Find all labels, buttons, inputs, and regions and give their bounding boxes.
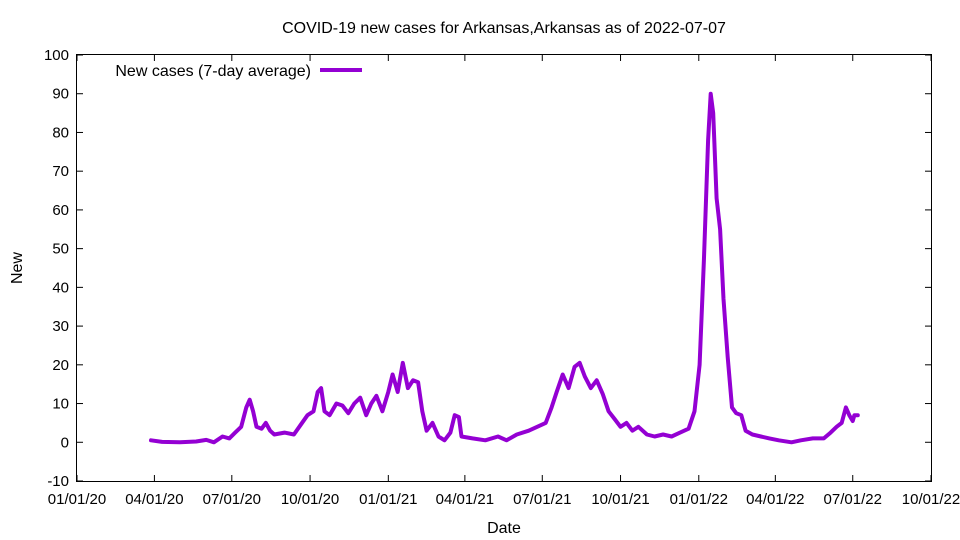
- y-tick-label: 0: [61, 434, 69, 451]
- x-tick-label: 10/01/20: [281, 491, 339, 508]
- x-tick-label: 07/01/21: [513, 491, 571, 508]
- x-tick-label: 07/01/22: [824, 491, 882, 508]
- legend: New cases (7-day average): [115, 63, 362, 80]
- y-tick-label: 20: [52, 357, 69, 374]
- x-axis-label: Date: [487, 520, 521, 537]
- chart-title: COVID-19 new cases for Arkansas,Arkansas…: [282, 20, 726, 37]
- x-axis-ticks: 01/01/20 04/01/20 07/01/20 10/01/20 01/01/21…: [48, 55, 960, 508]
- y-tick-label: 80: [52, 124, 69, 141]
- x-tick-label: 04/01/22: [746, 491, 804, 508]
- y-axis-label: New: [9, 252, 26, 284]
- y-tick-label: 30: [52, 318, 69, 335]
- y-tick-label: -10: [47, 473, 69, 490]
- legend-label: New cases (7-day average): [115, 63, 311, 80]
- x-tick-label: 10/01/22: [902, 491, 960, 508]
- y-tick-label: 50: [52, 241, 69, 258]
- y-axis-ticks: -10 0 10 20 30 40 50 60 70 80 90 100: [44, 47, 931, 490]
- x-tick-label: 01/01/22: [670, 491, 728, 508]
- x-tick-label: 07/01/20: [203, 491, 261, 508]
- y-tick-label: 60: [52, 202, 69, 219]
- x-tick-label: 01/01/21: [359, 491, 417, 508]
- series-line: [149, 91, 860, 445]
- plot-series: [149, 91, 860, 445]
- y-tick-label: 90: [52, 86, 69, 103]
- y-tick-label: 100: [44, 47, 69, 64]
- plot-frame: [76, 54, 932, 482]
- x-tick-label: 01/01/20: [48, 491, 106, 508]
- y-tick-label: 70: [52, 163, 69, 180]
- y-tick-label: 40: [52, 279, 69, 296]
- x-tick-label: 04/01/21: [436, 491, 494, 508]
- x-tick-label: 04/01/20: [125, 491, 183, 508]
- x-tick-label: 10/01/21: [591, 491, 649, 508]
- y-tick-label: 10: [52, 396, 69, 413]
